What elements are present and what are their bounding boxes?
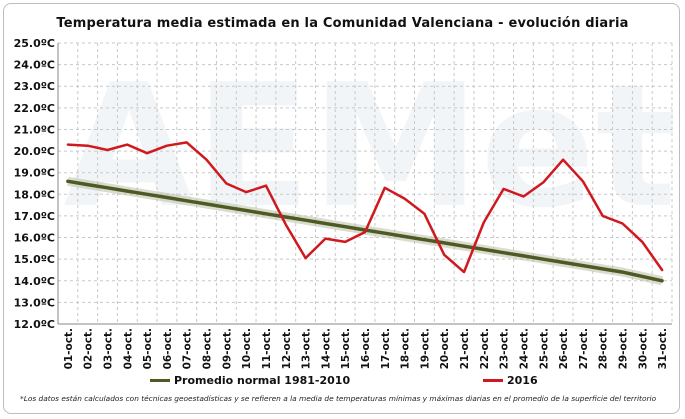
y-tick-label: 25.0ºC — [14, 37, 55, 50]
y-tick-label: 23.0ºC — [14, 80, 55, 93]
y-tick-label: 14.0ºC — [14, 275, 55, 288]
x-tick-label: 18-oct. — [400, 328, 412, 369]
x-tick-label: 06-oct. — [162, 328, 174, 369]
x-tick-label: 09-oct. — [221, 328, 233, 369]
x-tick-label: 08-oct. — [202, 328, 214, 369]
y-tick-label: 15.0ºC — [14, 253, 55, 266]
x-tick-label: 04-oct. — [122, 328, 134, 369]
y-tick-label: 12.0ºC — [14, 318, 55, 331]
x-tick-label: 03-oct. — [103, 328, 115, 369]
y-tick-label: 17.0ºC — [14, 210, 55, 223]
x-tick-label: 26-oct. — [558, 328, 570, 369]
x-tick-label: 13-oct. — [301, 328, 313, 369]
x-tick-label: 28-oct. — [598, 328, 610, 369]
y-tick-label: 21.0ºC — [14, 123, 55, 136]
y-tick-label: 19.0ºC — [14, 167, 55, 180]
x-tick-label: 12-oct. — [281, 328, 293, 369]
y-tick-label: 18.0ºC — [14, 188, 55, 201]
x-tick-label: 01-oct. — [63, 328, 75, 369]
x-tick-label: 25-oct. — [538, 328, 550, 369]
x-tick-label: 16-oct. — [360, 328, 372, 369]
legend-label-normal: Promedio normal 1981-2010 — [174, 374, 351, 387]
legend-swatch-2016 — [483, 379, 503, 382]
x-tick-label: 27-oct. — [578, 328, 590, 369]
x-tick-label: 20-oct. — [439, 328, 451, 369]
x-tick-label: 22-oct. — [479, 328, 491, 369]
x-tick-label: 30-oct. — [637, 328, 649, 369]
legend-item-normal: Promedio normal 1981-2010 — [150, 374, 350, 387]
series-line-2016 — [66, 141, 664, 274]
legend-item-2016: 2016 — [483, 374, 538, 387]
y-tick-label: 24.0ºC — [14, 59, 55, 72]
y-tick-label: 22.0ºC — [14, 102, 55, 115]
x-tick-label: 21-oct. — [459, 328, 471, 369]
x-tick-label: 23-oct. — [499, 328, 511, 369]
x-tick-label: 05-oct. — [142, 328, 154, 369]
y-tick-label: 13.0ºC — [14, 296, 55, 309]
x-tick-label: 07-oct. — [182, 328, 194, 369]
x-tick-label: 15-oct. — [340, 328, 352, 369]
x-tick-label: 24-oct. — [518, 328, 530, 369]
x-tick-label: 02-oct. — [83, 328, 95, 369]
x-tick-label: 11-oct. — [261, 328, 273, 369]
x-tick-label: 17-oct. — [380, 328, 392, 369]
legend-swatch-normal — [150, 379, 170, 382]
x-tick-label: 29-oct. — [617, 328, 629, 369]
chart-legend: Promedio normal 1981-2010 2016 — [150, 374, 650, 390]
y-tick-label: 16.0ºC — [14, 232, 55, 245]
chart-frame — [3, 3, 680, 414]
chart-title: Temperatura media estimada en la Comunid… — [56, 16, 629, 31]
x-tick-label: 14-oct. — [320, 328, 332, 369]
y-tick-label: 20.0ºC — [14, 145, 55, 158]
x-tick-label: 10-oct. — [241, 328, 253, 369]
footnote: *Los datos están calculados con técnicas… — [20, 394, 657, 403]
x-tick-label: 31-oct. — [657, 328, 669, 369]
x-tick-label: 19-oct. — [419, 328, 431, 369]
legend-label-2016: 2016 — [507, 374, 538, 387]
